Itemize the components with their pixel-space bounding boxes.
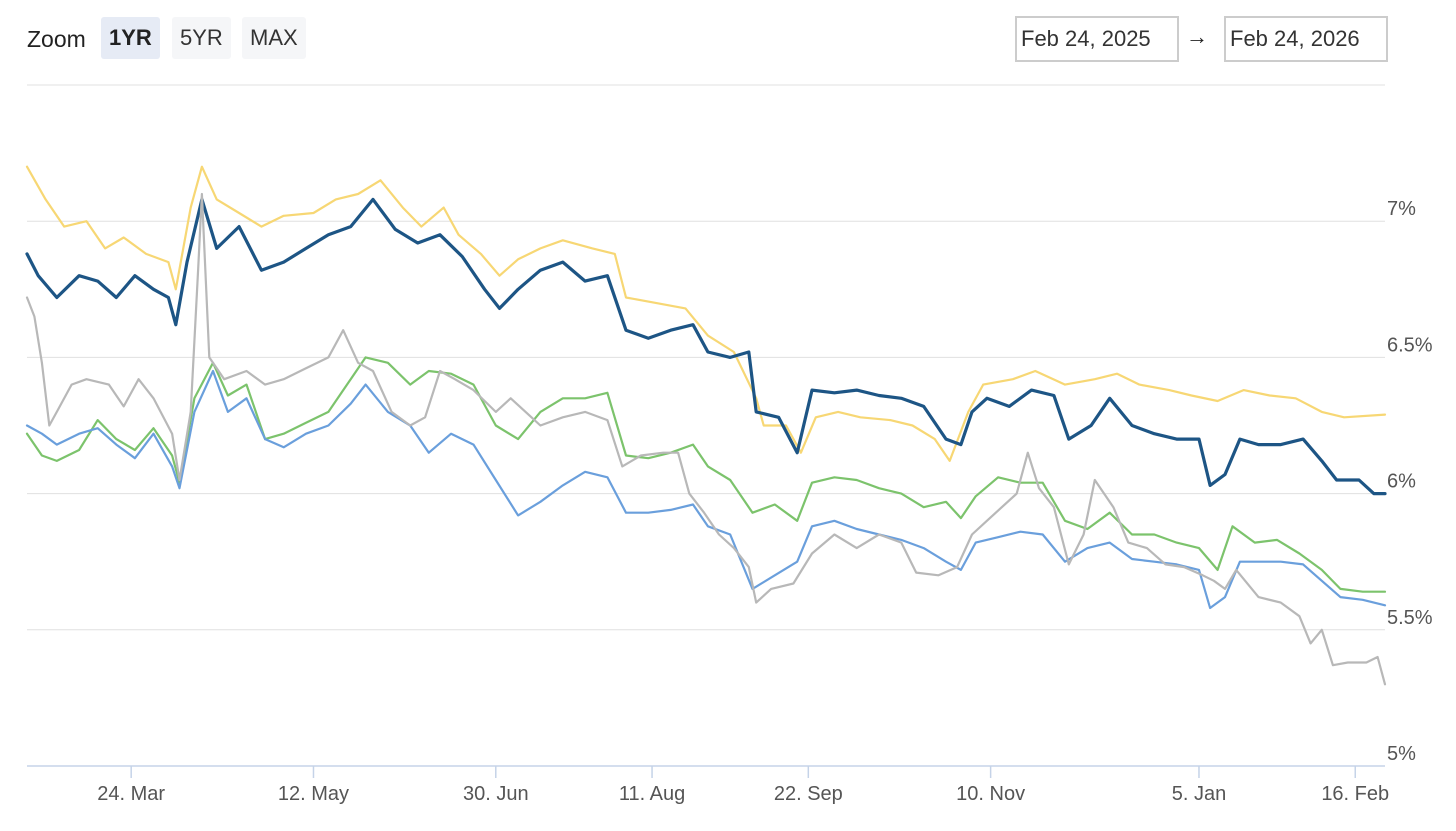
y-tick-label: 6% [1387, 471, 1416, 493]
series-line-5 [25, 192, 1387, 686]
zoom-max-button[interactable]: MAX [242, 17, 306, 59]
y-axis: 5% 5.5% 6% 6.5% 7% [1387, 198, 1433, 765]
line-chart: 5% 5.5% 6% 6.5% 7% 24. Mar 12. May 30. Jun 11. … [25, 84, 1433, 805]
y-tick-label: 5.5% [1387, 607, 1433, 629]
x-axis: 24. Mar 12. May 30. Jun 11. Aug 22. Sep 10. N… [27, 765, 1389, 805]
chart-toolbar: Zoom 1YR 5YR MAX Feb 24, 2025 → Feb 24, … [0, 0, 1456, 80]
grid [27, 84, 1385, 631]
range-arrow: → [1186, 24, 1208, 49]
x-tick-label: 24. Mar [97, 783, 165, 805]
x-tick-label: 22. Sep [774, 783, 843, 805]
range-to-input[interactable]: Feb 24, 2026 [1224, 16, 1388, 62]
x-tick-label: 5. Jan [1172, 783, 1226, 805]
x-tick-label: 10. Nov [956, 783, 1025, 805]
zoom-5yr-button[interactable]: 5YR [172, 17, 231, 59]
series-group [25, 165, 1387, 686]
y-tick-label: 5% [1387, 743, 1416, 765]
series-line-2 [25, 197, 1387, 496]
y-tick-label: 7% [1387, 198, 1416, 220]
x-tick-label: 30. Jun [463, 783, 529, 805]
x-tick-label: 16. Feb [1321, 783, 1389, 805]
x-tick-label: 12. May [278, 783, 349, 805]
x-tick-label: 11. Aug [619, 783, 685, 805]
range-from-input[interactable]: Feb 24, 2025 [1015, 16, 1179, 62]
series-line-4 [25, 369, 1387, 610]
zoom-1yr-button[interactable]: 1YR [101, 17, 160, 59]
y-tick-label: 6.5% [1387, 334, 1433, 356]
zoom-label: Zoom [27, 26, 86, 52]
series-line-1 [25, 165, 1387, 462]
